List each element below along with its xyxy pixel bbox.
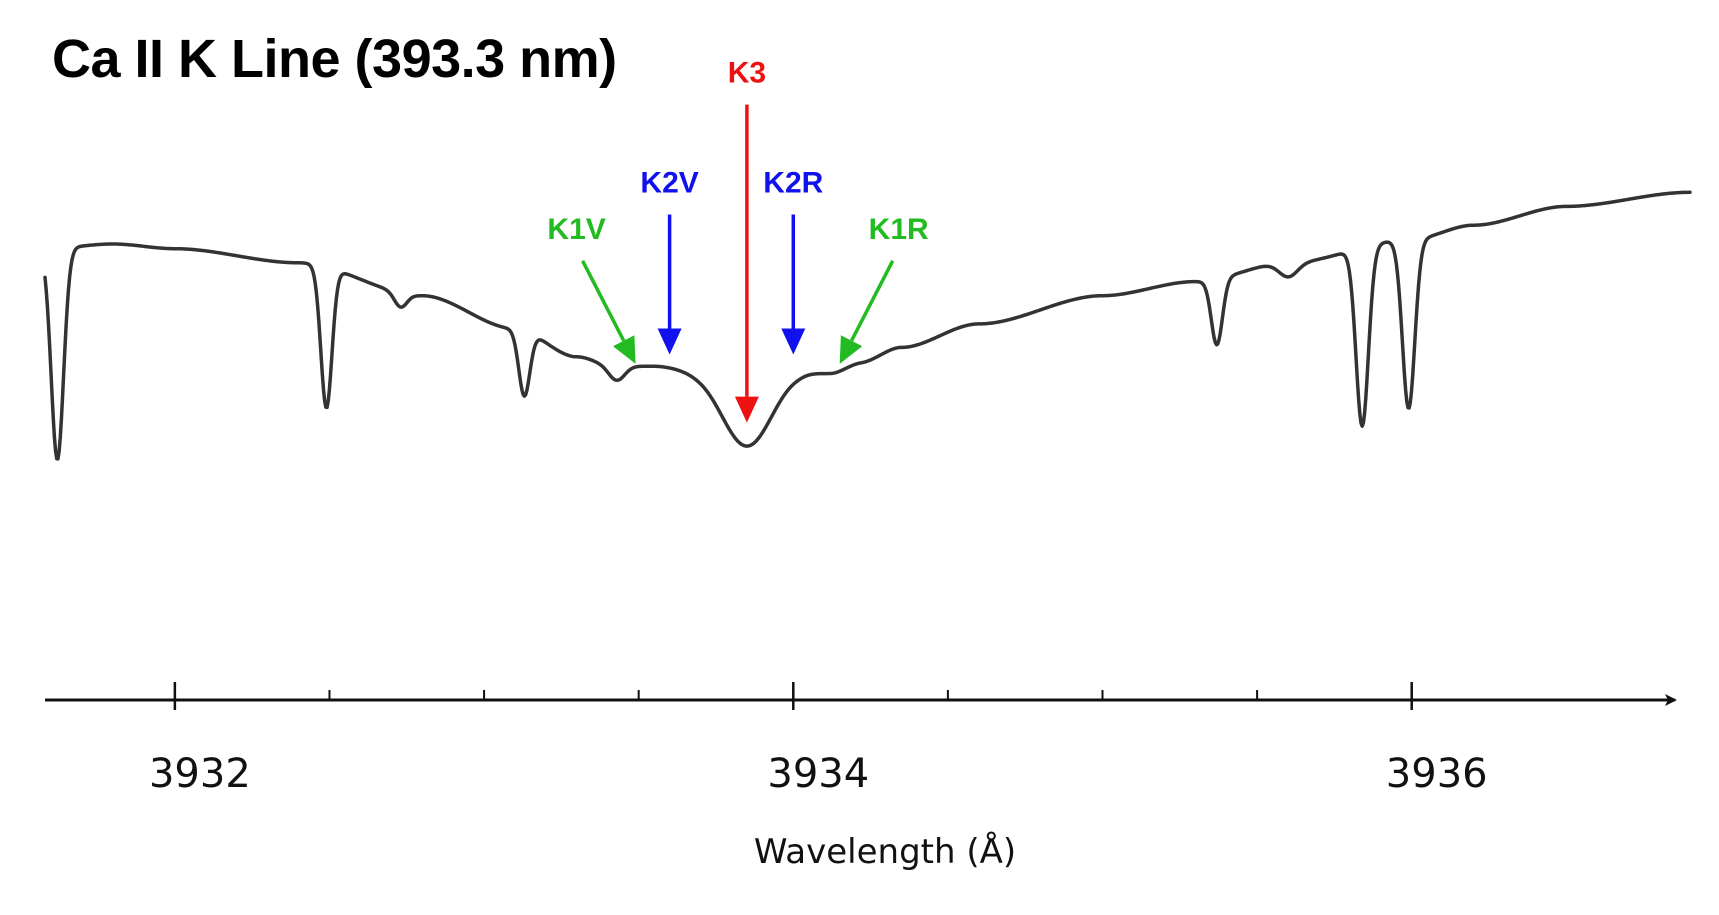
annotation-k1v: K1V [547, 213, 636, 364]
annotation-k2v: K2V [640, 166, 699, 355]
annotation-arrow-head [781, 328, 806, 355]
annotation-label: K3 [728, 57, 766, 90]
annotation-k1r: K1R [839, 213, 929, 364]
x-axis-title: Wavelength (Å) [754, 831, 1016, 872]
spectrum-line [43, 190, 1692, 461]
annotation-label: K1R [869, 213, 929, 246]
annotation-arrow-head [613, 335, 636, 364]
x-tick-label: 3936 [1386, 751, 1488, 797]
annotation-label: K2R [763, 166, 823, 199]
annotation-k3: K3 [728, 57, 766, 423]
annotation-arrow-head [657, 328, 682, 355]
chart-title: Ca II K Line (393.3 nm) [52, 29, 617, 89]
annotation-arrow-head [839, 335, 863, 364]
annotation-label: K1V [547, 213, 605, 246]
x-tick-label: 3932 [149, 751, 251, 797]
annotation-arrow-head [734, 396, 759, 423]
annotation-label: K2V [640, 166, 698, 199]
x-tick-label: 3934 [767, 751, 869, 797]
annotation-arrow-shaft [850, 260, 895, 342]
annotation-k2r: K2R [763, 166, 824, 355]
annotation-arrow-shaft [581, 260, 626, 342]
